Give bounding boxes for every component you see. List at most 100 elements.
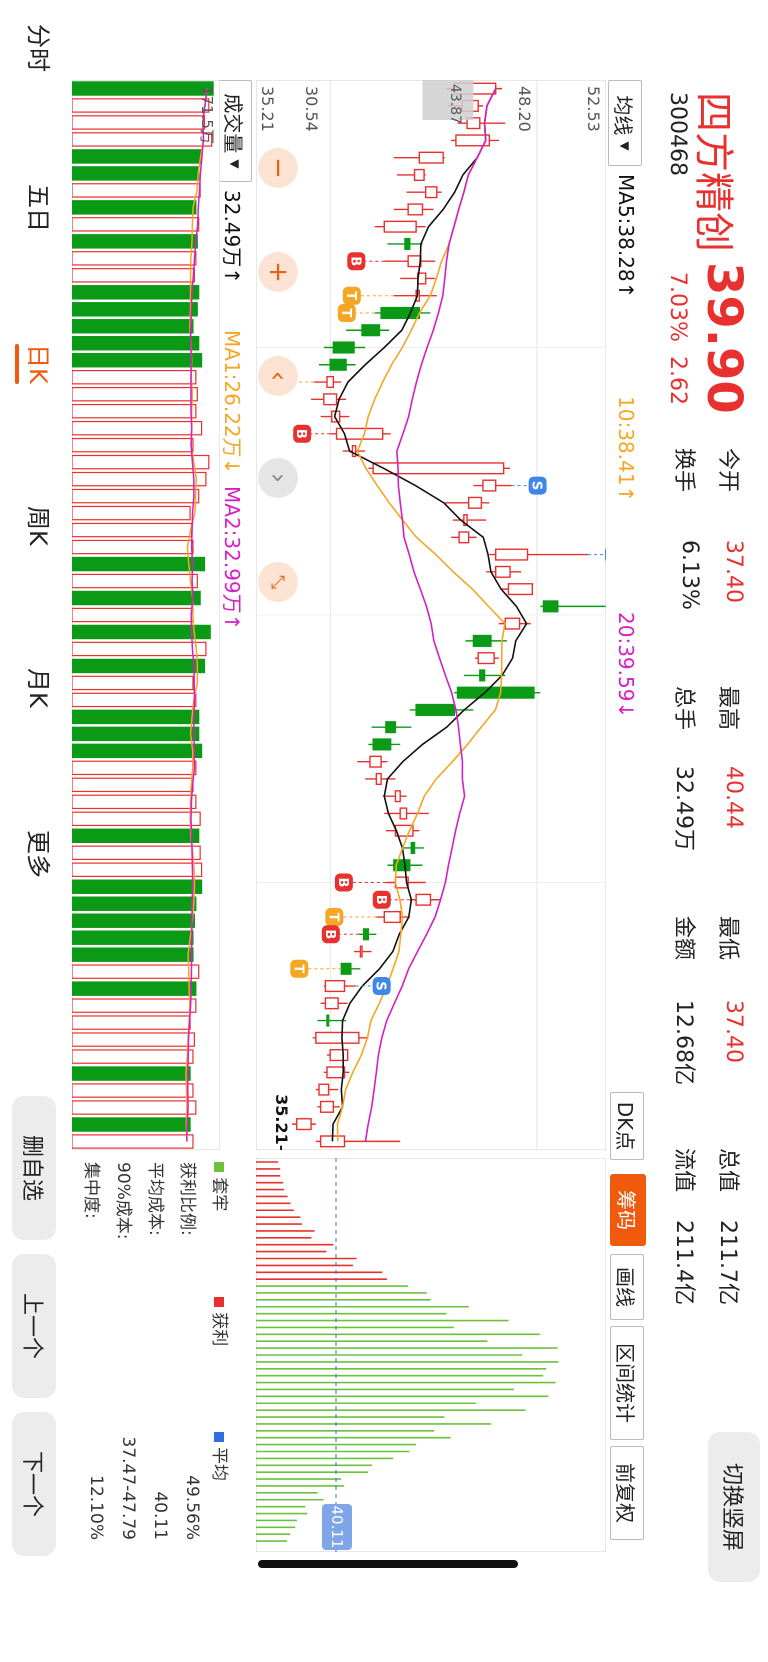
- volume-bar: [72, 132, 213, 147]
- ma-selector[interactable]: 均线 ▼: [608, 80, 642, 166]
- scroll-right-button[interactable]: ›: [258, 458, 298, 498]
- volume-bar: [72, 200, 197, 215]
- profit-ratio-value: 49.56%: [182, 1475, 202, 1540]
- candle-body: [362, 928, 370, 941]
- amount-value: 12.68亿: [671, 1000, 696, 1085]
- adjust-button[interactable]: 前复权: [610, 1446, 644, 1540]
- tab-4[interactable]: 月K: [24, 668, 52, 708]
- stock-price: 39.90: [696, 262, 752, 414]
- volume-bar: [72, 166, 200, 181]
- candle-body: [318, 1083, 330, 1096]
- candle-body: [383, 910, 401, 924]
- candle-body: [394, 790, 401, 803]
- scroll-left-button[interactable]: ‹: [258, 356, 298, 396]
- signal-badge-B: [321, 925, 340, 944]
- mcap-label: 总值: [715, 1148, 740, 1193]
- tab-5[interactable]: 更多: [24, 830, 52, 878]
- signal-badge-B: [293, 424, 312, 443]
- amount-label: 金额: [671, 916, 696, 961]
- legend-profit-swatch: [214, 1296, 224, 1307]
- draw-line-button[interactable]: 画线: [610, 1254, 644, 1320]
- tab-2[interactable]: 日K: [15, 344, 58, 384]
- next-stock-button[interactable]: 下一个: [12, 1412, 56, 1556]
- legend-trap: 套牢: [209, 1177, 229, 1212]
- signal-badge-T: [342, 286, 361, 305]
- candle-body: [482, 479, 497, 492]
- home-indicator: [258, 1560, 518, 1568]
- fullscreen-toggle-button[interactable]: ⤡: [258, 562, 298, 602]
- float-value: 211.4亿: [671, 1220, 696, 1305]
- volume-selector-label: 成交量: [221, 93, 246, 154]
- range-stats-button[interactable]: 区间统计: [610, 1326, 644, 1440]
- volume-bar: [72, 1032, 195, 1047]
- volume-ma2: MA2:32.99万↑: [220, 486, 244, 631]
- volume-bar: [72, 471, 207, 487]
- volume-bar: [72, 115, 206, 130]
- signal-label-T: T: [325, 913, 340, 922]
- signal-label-S: S: [529, 481, 544, 490]
- volume-bar: [72, 420, 203, 436]
- volume-bar: [72, 149, 203, 164]
- volume-bar: [72, 437, 194, 453]
- volume-selector[interactable]: 成交量 ▼: [218, 80, 252, 182]
- zoom-in-button[interactable]: +: [258, 252, 298, 292]
- candle-body: [415, 893, 432, 906]
- volume-bar: [72, 624, 211, 640]
- low-label: 最低: [715, 916, 740, 961]
- chips-button[interactable]: 筹码: [610, 1174, 646, 1246]
- signal-label-B: B: [322, 929, 337, 939]
- low-value: 37.40: [721, 1000, 746, 1063]
- remove-watchlist-button[interactable]: 删自选: [12, 1096, 56, 1240]
- avg-cost-badge-label: 40.11: [328, 1506, 346, 1549]
- volume-bar: [72, 268, 195, 283]
- chevron-down-icon: ▼: [228, 159, 242, 169]
- volume-bar: [72, 760, 197, 776]
- volume-bar: [72, 896, 197, 911]
- low-annotation: 35.21→: [272, 1094, 291, 1150]
- signal-label-T: T: [338, 309, 353, 318]
- signal-badge-B: [372, 890, 391, 909]
- legend-profit: 获利: [209, 1312, 229, 1347]
- candle-body: [504, 617, 521, 630]
- candle-body: [456, 686, 535, 699]
- volume-bar: [72, 828, 200, 844]
- candlestick-chart[interactable]: 52.5348.2035.2130.54←52.5335.21→BTTTBSSB…: [256, 80, 606, 1150]
- volume-bar: [72, 930, 194, 945]
- volume-bar: [72, 726, 200, 742]
- volume-bar: [72, 879, 203, 894]
- zoom-out-button[interactable]: −: [258, 148, 298, 188]
- signal-label-T: T: [343, 291, 358, 300]
- volume-bar: [72, 217, 200, 232]
- candle-body: [477, 652, 495, 665]
- volume-bar: [72, 403, 197, 419]
- candle-body: [369, 755, 382, 768]
- chips-legend: 套牢 获利 平均: [209, 1162, 234, 1542]
- profit-ratio-label: 获利比例:: [177, 1162, 197, 1236]
- volume-bar: [72, 183, 201, 198]
- volume-bar: [72, 641, 207, 657]
- candle-body: [542, 600, 559, 613]
- volume-bar: [72, 1100, 197, 1115]
- volume-bar: [72, 98, 210, 113]
- previous-stock-button[interactable]: 上一个: [12, 1254, 56, 1398]
- candle-body: [424, 186, 438, 199]
- candle-body: [404, 237, 411, 251]
- candle-body: [413, 168, 425, 181]
- tab-3[interactable]: 周K: [24, 506, 52, 546]
- tab-1[interactable]: 五日: [24, 184, 52, 232]
- volume-bar: [72, 319, 194, 334]
- candle-body: [326, 1066, 346, 1079]
- volume-bar: [72, 658, 206, 674]
- dk-point-button[interactable]: DK点: [610, 1092, 644, 1160]
- signal-label-T: T: [290, 964, 305, 973]
- volume-bar: [72, 539, 194, 555]
- volume-bar: [72, 556, 206, 572]
- candle-body: [324, 979, 346, 993]
- open-value: 37.40: [721, 540, 746, 603]
- tab-0[interactable]: 分时: [24, 24, 52, 72]
- volume-bar: [72, 692, 197, 708]
- avg-cost-badge: [322, 1504, 352, 1550]
- volume-bar: [72, 777, 194, 793]
- switch-portrait-button[interactable]: 切换竖屏: [708, 1432, 760, 1582]
